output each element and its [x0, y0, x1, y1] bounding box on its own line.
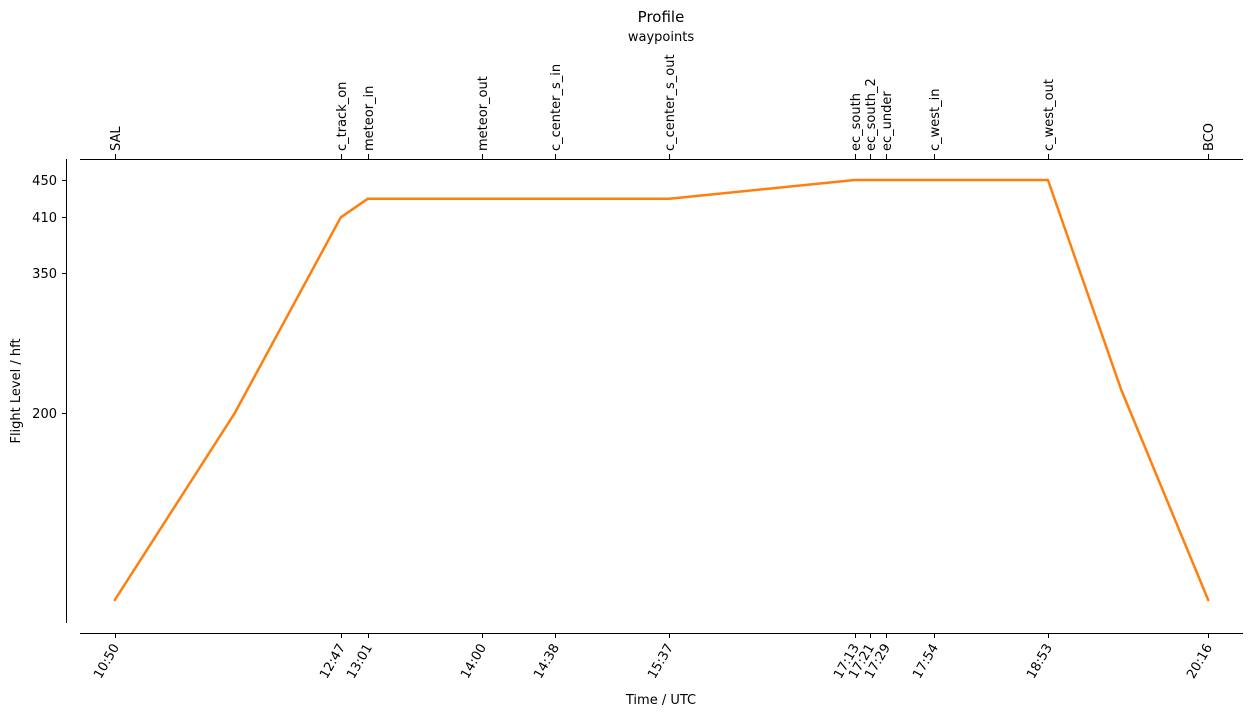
- waypoint-label: c_west_in: [928, 89, 943, 152]
- waypoint-label: SAL: [109, 126, 124, 151]
- waypoint-label: meteor_in: [362, 86, 377, 151]
- x-tick-label: 10:50: [91, 642, 123, 682]
- chart-subtitle: waypoints: [628, 30, 694, 45]
- waypoint-label: c_center_s_out: [663, 54, 678, 151]
- waypoint-label: ec_under: [880, 91, 895, 151]
- waypoint-label: ec_south: [849, 93, 864, 151]
- y-axis-title: Flight Level / hft: [9, 338, 24, 443]
- x-tick-label: 15:37: [645, 642, 677, 682]
- y-tick-label: 450: [32, 174, 57, 189]
- waypoint-label: meteor_out: [476, 76, 491, 151]
- waypoint-label: BCO: [1202, 123, 1217, 151]
- y-tick-label: 200: [32, 407, 57, 422]
- waypoint-label: c_track_on: [335, 82, 350, 151]
- x-tick-label: 13:01: [344, 642, 376, 682]
- x-tick-label: 20:16: [1184, 642, 1216, 682]
- waypoint-axis-ticks: SAL c_track_on meteor_in meteor_out c_center…: [109, 54, 1217, 159]
- y-tick-label: 410: [32, 211, 57, 226]
- y-tick-label: 350: [32, 267, 57, 282]
- x-tick-label: 18:53: [1024, 642, 1056, 682]
- waypoint-label: c_west_out: [1042, 79, 1057, 151]
- x-tick-label: 17:54: [910, 642, 942, 682]
- x-tick-label: 14:00: [458, 642, 490, 682]
- x-tick-label: 12:47: [317, 642, 349, 682]
- series-layer: [113, 178, 1210, 602]
- y-axis-ticks: 200 350 410 450: [32, 174, 67, 422]
- x-tick-label: 14:38: [531, 642, 563, 682]
- chart-title: Profile: [638, 8, 685, 26]
- waypoint-label: ec_south_2: [864, 78, 879, 151]
- waypoint-label: c_center_s_in: [549, 64, 564, 151]
- flight-level-line: [113, 178, 1210, 602]
- x-axis-title: Time / UTC: [625, 693, 696, 708]
